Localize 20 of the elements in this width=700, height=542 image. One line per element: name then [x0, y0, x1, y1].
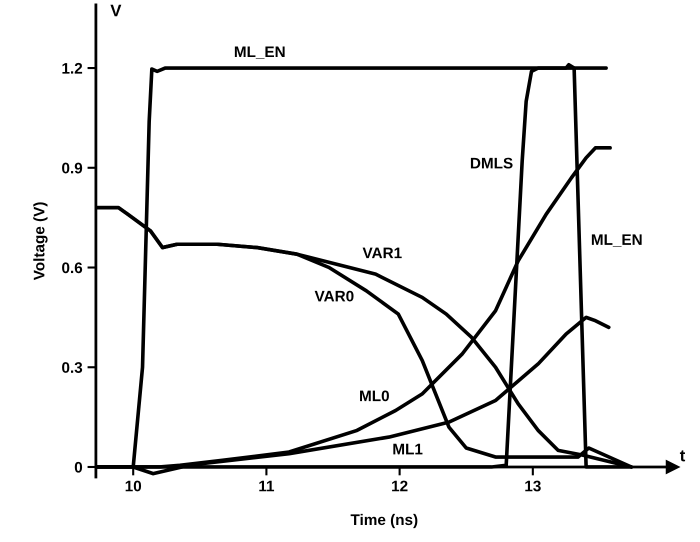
y-tick-label: 1.2: [62, 62, 82, 74]
y-tick-label: 0: [74, 462, 82, 473]
series-label: ML0: [360, 390, 389, 402]
series-label: DMLS: [470, 158, 513, 169]
x-axis-title: Time (ns): [350, 514, 418, 528]
x-tick-label: 13: [525, 480, 541, 492]
y-axis-title: Voltage (V): [33, 202, 48, 280]
x-tick-label: 11: [259, 480, 274, 492]
series-label: ML_EN: [234, 46, 285, 59]
annotation: V: [110, 4, 122, 16]
text: ML_EN: [592, 234, 642, 247]
series-label: VAR1: [362, 248, 402, 258]
x-tick-label: 12: [392, 480, 408, 492]
series-label: VAR0: [314, 290, 354, 302]
y-tick-label: 0.9: [62, 162, 82, 174]
text: t: [680, 450, 686, 462]
y-tick-label: 0.3: [62, 362, 82, 373]
y-tick-label: 0.6: [62, 262, 82, 274]
x-tick-label: 10: [126, 480, 142, 492]
series-label: ML1: [393, 444, 422, 454]
